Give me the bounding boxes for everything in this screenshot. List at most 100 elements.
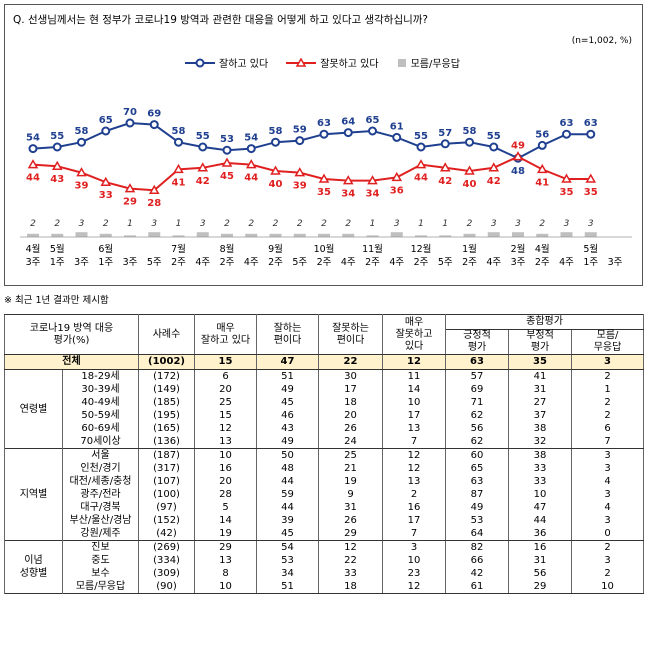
row-value: 2 bbox=[571, 409, 645, 422]
legend-bad-label: 잘못하고 있다 bbox=[320, 59, 379, 70]
row-value: 19 bbox=[194, 527, 258, 541]
dk-value-label: 1 bbox=[176, 219, 182, 229]
row-value: 29 bbox=[194, 540, 258, 554]
good-point bbox=[198, 142, 208, 152]
row-value: 17 bbox=[382, 514, 447, 527]
bad-value-label: 44 bbox=[244, 173, 258, 184]
dk-bar bbox=[51, 233, 64, 237]
row-label: 전체 bbox=[3, 354, 140, 370]
x-tick-label: 5월 bbox=[50, 243, 65, 255]
good-point bbox=[586, 129, 596, 139]
row-value: 24 bbox=[318, 435, 384, 449]
row-label: 40-49세 bbox=[61, 396, 140, 409]
x-tick-label: 3주 bbox=[608, 257, 623, 268]
row-value: 43 bbox=[256, 422, 320, 435]
row-value: 16 bbox=[194, 462, 258, 475]
row-value: 64 bbox=[445, 527, 510, 541]
row-label: 광주/전라 bbox=[61, 488, 140, 501]
row-value: 18 bbox=[318, 580, 384, 594]
good-point bbox=[319, 129, 329, 139]
row-value: 56 bbox=[508, 567, 573, 580]
row-value: 36 bbox=[508, 527, 573, 541]
row-value: 31 bbox=[508, 383, 573, 396]
row-value: 45 bbox=[256, 396, 320, 409]
good-value-label: 70 bbox=[123, 107, 137, 118]
dk-value-label: 2 bbox=[273, 219, 279, 229]
row-value: 12 bbox=[318, 540, 384, 554]
bad-value-label: 44 bbox=[26, 173, 40, 184]
row-value: 5 bbox=[194, 501, 258, 514]
dk-bar bbox=[99, 233, 112, 237]
row-value: 27 bbox=[508, 396, 573, 409]
row-value: 49 bbox=[256, 383, 320, 396]
dk-bar bbox=[124, 235, 136, 237]
row-value: 42 bbox=[445, 567, 510, 580]
dk-bar bbox=[366, 235, 379, 237]
dk-value-label: 2 bbox=[345, 219, 351, 229]
table-row: 광주/전라 (100) 28 59 9 2 87 10 3 bbox=[5, 488, 645, 501]
dk-bar bbox=[439, 235, 452, 237]
header-n: 사례수 bbox=[138, 314, 196, 355]
dk-bar bbox=[342, 233, 355, 237]
good-value-label: 63 bbox=[584, 118, 598, 129]
bad-point bbox=[439, 162, 451, 172]
legend-dk-label: 모름/무응답 bbox=[410, 59, 460, 70]
x-tick-label: 2주 bbox=[220, 257, 235, 268]
good-point bbox=[562, 129, 571, 139]
row-value: 25 bbox=[318, 448, 384, 462]
x-tick-label: 2주 bbox=[171, 257, 186, 268]
good-value-label: 57 bbox=[438, 128, 452, 139]
good-point bbox=[246, 144, 256, 154]
bad-point bbox=[27, 159, 39, 169]
bad-value-label: 45 bbox=[220, 171, 234, 182]
row-n: (317) bbox=[138, 462, 196, 475]
row-label: 진보 bbox=[61, 540, 140, 554]
row-n: (165) bbox=[138, 422, 196, 435]
question-text: Q. 선생님께서는 현 정부가 코로나19 방역과 관련한 대응을 어떻게 하고… bbox=[13, 14, 429, 26]
bad-value-label: 42 bbox=[438, 176, 452, 187]
x-tick-label: 2주 bbox=[317, 257, 332, 268]
legend-bad: 잘못하고 있다 bbox=[286, 55, 379, 70]
dk-bar bbox=[318, 233, 330, 237]
legend-good-marker bbox=[185, 58, 215, 67]
dk-bar bbox=[75, 232, 88, 237]
row-value: 7 bbox=[382, 435, 447, 449]
bad-point bbox=[464, 165, 475, 175]
good-value-label: 55 bbox=[196, 131, 210, 142]
good-point bbox=[174, 137, 183, 147]
row-value: 2 bbox=[571, 396, 645, 409]
row-value: 15 bbox=[194, 409, 258, 422]
bad-value-label: 33 bbox=[99, 190, 113, 201]
good-value-label: 54 bbox=[26, 133, 40, 144]
table-row: 60-69세 (165) 12 43 26 13 56 38 6 bbox=[5, 422, 645, 435]
row-value: 51 bbox=[256, 369, 320, 383]
bad-point bbox=[318, 173, 330, 183]
x-tick-label: 5주 bbox=[292, 257, 307, 268]
header-good: 잘하는 편이다 bbox=[256, 314, 320, 355]
row-value: 4 bbox=[571, 501, 645, 514]
row-label: 대전/세종/충청 bbox=[61, 475, 140, 488]
bad-point bbox=[148, 184, 160, 194]
dk-bar bbox=[560, 232, 573, 237]
row-value: 10 bbox=[508, 488, 573, 501]
x-tick-label: 5주 bbox=[147, 257, 162, 268]
row-value: 3 bbox=[571, 462, 645, 475]
row-value: 57 bbox=[445, 369, 510, 383]
row-value: 61 bbox=[445, 580, 510, 594]
header-negative: 부정적 평가 bbox=[508, 329, 573, 355]
bad-value-label: 39 bbox=[293, 181, 307, 192]
row-value: 13 bbox=[194, 554, 258, 567]
x-tick-label: 2주 bbox=[462, 257, 477, 268]
bad-value-label: 42 bbox=[196, 176, 210, 187]
bad-point bbox=[294, 167, 306, 177]
dk-bar bbox=[148, 232, 161, 237]
good-value-label: 55 bbox=[487, 131, 501, 142]
dk-bar bbox=[463, 233, 476, 237]
row-n: (185) bbox=[138, 396, 196, 409]
x-tick-label: 4주 bbox=[341, 257, 356, 268]
good-value-label: 56 bbox=[535, 129, 549, 140]
bad-value-label: 35 bbox=[317, 187, 331, 198]
row-value: 26 bbox=[318, 514, 384, 527]
row-value: 13 bbox=[194, 435, 258, 449]
legend-dk: 모름/무응답 bbox=[397, 55, 460, 70]
